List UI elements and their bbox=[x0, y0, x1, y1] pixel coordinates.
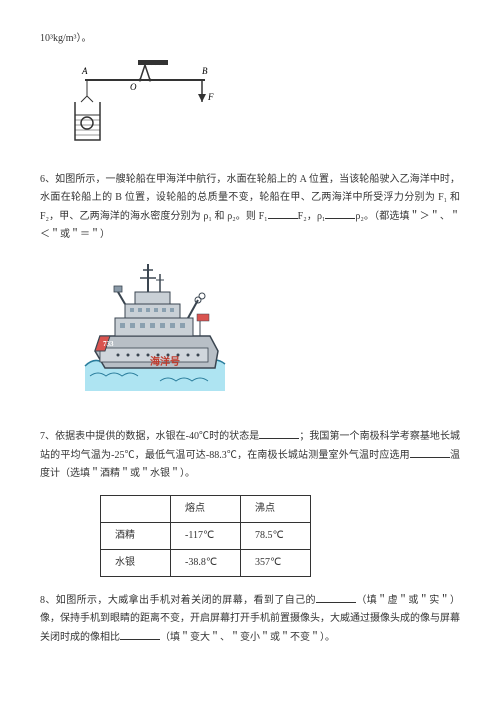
top-fragment: 10³kg/m³）。 bbox=[40, 30, 460, 48]
question-6: 6、如图所示，一艘轮船在甲海洋中航行，水面在轮船上的 A 位置，当该轮船驶入乙海… bbox=[40, 171, 460, 244]
question-7: 7、依据表中提供的数据，水银在-40℃时的状态是；我国第一个南极科学考察基地长城… bbox=[40, 427, 460, 483]
blank-state bbox=[259, 427, 299, 439]
blank-f bbox=[268, 207, 298, 219]
label-a: A bbox=[81, 66, 88, 76]
question-8: 8、如图所示，大威拿出手机对着关闭的屏幕，看到了自己的（填＂虚＂或＂实＂）像，保… bbox=[40, 591, 460, 647]
label-b: B bbox=[202, 66, 208, 76]
cell-mer-boil: 357℃ bbox=[241, 550, 311, 577]
cell-alc-boil: 78.5℃ bbox=[241, 523, 311, 550]
th-empty bbox=[101, 496, 171, 523]
blank-size-change bbox=[120, 628, 160, 640]
q6-mid1: F₂，ρ₁ bbox=[298, 211, 326, 222]
th-boil: 沸点 bbox=[241, 496, 311, 523]
figure-lever-bucket: A B O F bbox=[70, 60, 460, 157]
blank-image-type bbox=[316, 591, 356, 603]
label-o: O bbox=[130, 82, 137, 92]
q8-pre: 8、如图所示，大威拿出手机对着关闭的屏幕，看到了自己的 bbox=[40, 595, 316, 606]
cell-mer-melt: -38.8℃ bbox=[171, 550, 241, 577]
ship-number: 733 bbox=[103, 340, 114, 348]
q7-pre: 7、依据表中提供的数据，水银在-40℃时的状态是 bbox=[40, 431, 259, 442]
cell-mercury: 水银 bbox=[101, 550, 171, 577]
cell-alc-melt: -117℃ bbox=[171, 523, 241, 550]
label-f: F bbox=[207, 92, 214, 102]
q8-post: （填＂变大＂、＂变小＂或＂不变＂）。 bbox=[160, 632, 335, 643]
figure-ship: 733 海洋号 bbox=[70, 256, 460, 413]
blank-rho bbox=[325, 207, 355, 219]
melting-boiling-table: 熔点 沸点 酒精 -117℃ 78.5℃ 水银 -38.8℃ 357℃ bbox=[100, 495, 311, 577]
ship-label: 海洋号 bbox=[150, 355, 180, 368]
blank-thermo bbox=[410, 446, 450, 458]
th-melt: 熔点 bbox=[171, 496, 241, 523]
cell-alcohol: 酒精 bbox=[101, 523, 171, 550]
